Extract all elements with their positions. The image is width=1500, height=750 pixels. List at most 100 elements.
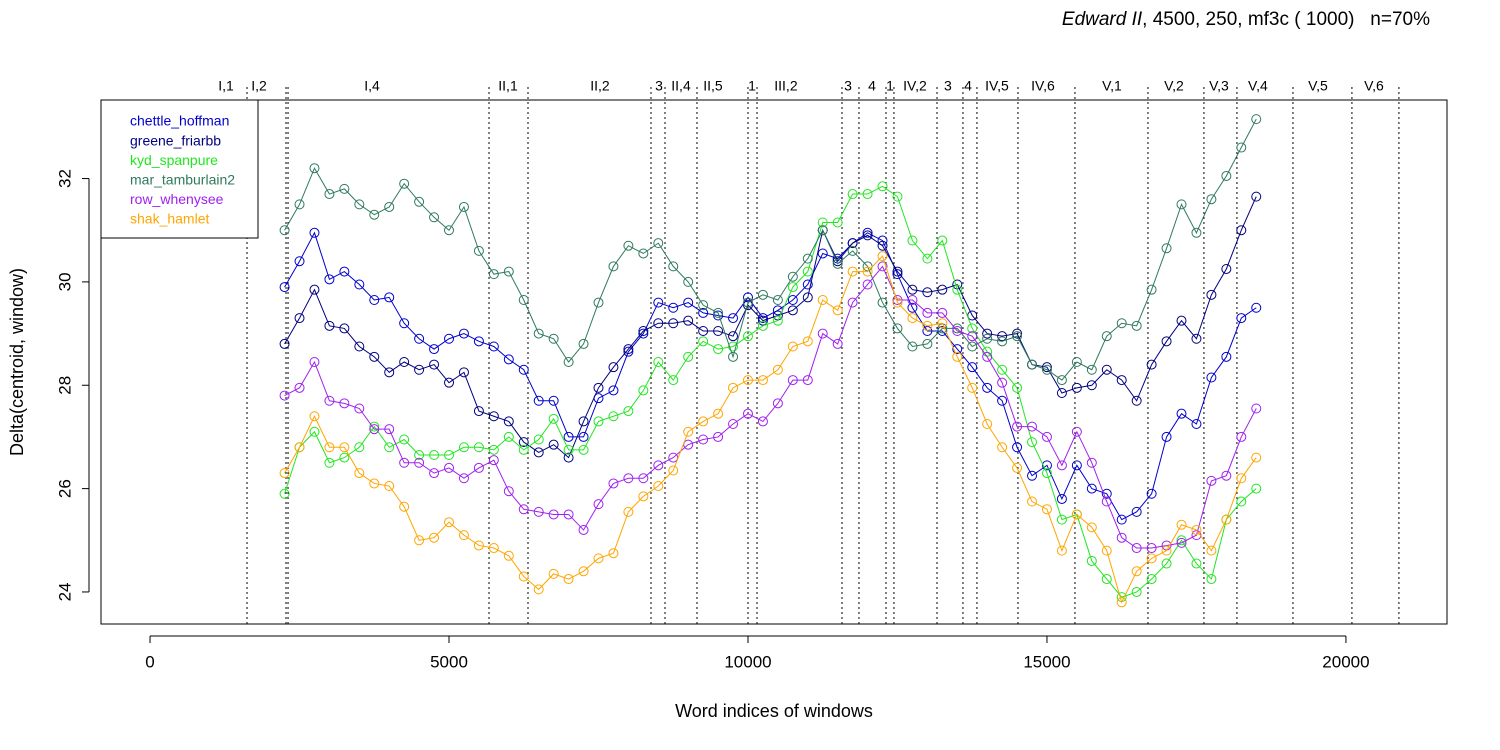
data-point: [1027, 496, 1038, 507]
data-point: [1116, 514, 1127, 525]
data-point: [847, 189, 858, 200]
data-point: [294, 442, 305, 453]
data-point: [1086, 555, 1097, 566]
data-point: [623, 406, 634, 417]
data-point: [473, 245, 484, 256]
scene-label: 3: [944, 78, 952, 94]
data-point: [787, 271, 798, 282]
data-point: [653, 318, 664, 329]
data-point: [1101, 496, 1112, 507]
data-point: [1131, 395, 1142, 406]
data-point: [1221, 470, 1232, 481]
data-point: [578, 431, 589, 442]
data-point: [1101, 545, 1112, 556]
data-point: [563, 357, 574, 367]
data-point: [1086, 364, 1097, 375]
data-point: [429, 344, 440, 355]
data-point: [772, 294, 783, 305]
title-italic: Edward II: [1062, 9, 1143, 30]
data-point: [1146, 574, 1157, 585]
data-point: [937, 318, 948, 329]
data-point: [1086, 522, 1097, 533]
data-point: [518, 437, 529, 448]
data-point: [458, 328, 469, 339]
data-point: [1146, 488, 1157, 499]
data-point: [742, 292, 753, 303]
data-point: [339, 323, 350, 334]
data-point: [787, 282, 798, 293]
data-point: [1251, 483, 1262, 494]
data-point: [414, 457, 425, 468]
data-point: [1236, 313, 1247, 324]
data-point: [444, 450, 455, 461]
legend-box: [100, 99, 259, 239]
data-point: [578, 566, 589, 577]
data-point: [1086, 483, 1097, 494]
data-point: [473, 406, 484, 417]
data-point: [892, 323, 903, 334]
data-point: [563, 452, 574, 463]
data-point: [907, 302, 918, 313]
data-point: [488, 269, 499, 280]
data-point: [593, 416, 604, 427]
data-point: [548, 568, 559, 579]
data-point: [683, 276, 694, 287]
data-point: [698, 336, 709, 347]
data-point: [354, 442, 365, 453]
data-point: [817, 217, 828, 228]
data-point: [713, 307, 724, 318]
scene-label: II,2: [590, 78, 610, 94]
data-point: [1056, 493, 1067, 504]
data-point: [1191, 333, 1202, 344]
data-point: [757, 416, 768, 427]
data-point: [698, 300, 709, 311]
data-point: [1041, 468, 1052, 479]
data-point: [787, 375, 798, 386]
data-point: [877, 261, 888, 272]
data-point: [1116, 375, 1127, 386]
data-point: [638, 473, 649, 484]
x-tick-label: 5000: [430, 652, 468, 671]
data-point: [399, 501, 410, 512]
data-point: [294, 199, 305, 210]
data-point: [1176, 199, 1187, 210]
data-point: [1101, 331, 1112, 342]
data-point: [638, 328, 649, 339]
data-point: [1206, 194, 1217, 205]
data-point: [892, 294, 903, 305]
data-point: [399, 318, 410, 329]
data-point: [1206, 289, 1217, 300]
data-point: [967, 331, 978, 342]
data-point: [698, 325, 709, 336]
legend-label: kyd_spanpure: [130, 152, 218, 168]
data-point: [1251, 114, 1262, 125]
data-point: [997, 331, 1008, 342]
data-point: [1086, 380, 1097, 391]
data-point: [1012, 331, 1023, 342]
data-point: [847, 297, 858, 308]
data-point: [877, 240, 888, 251]
data-point: [1236, 431, 1247, 442]
data-point: [1191, 524, 1202, 535]
data-point: [847, 238, 858, 249]
data-point: [1071, 357, 1082, 367]
data-point: [1012, 421, 1023, 432]
data-point: [742, 297, 753, 308]
data-point: [982, 333, 993, 344]
scene-label: I,4: [364, 78, 380, 94]
data-point: [668, 302, 679, 313]
data-point: [1012, 328, 1023, 339]
data-point: [608, 478, 619, 489]
data-point: [309, 163, 320, 174]
data-point: [369, 351, 380, 362]
data-point: [309, 426, 320, 437]
data-point: [488, 543, 499, 554]
data-point: [907, 284, 918, 295]
data-point: [713, 310, 724, 321]
data-point: [354, 403, 365, 414]
data-point: [324, 320, 335, 331]
data-point: [832, 258, 843, 269]
data-point: [1131, 566, 1142, 577]
scene-label: IV,5: [985, 78, 1009, 94]
data-point: [399, 457, 410, 468]
